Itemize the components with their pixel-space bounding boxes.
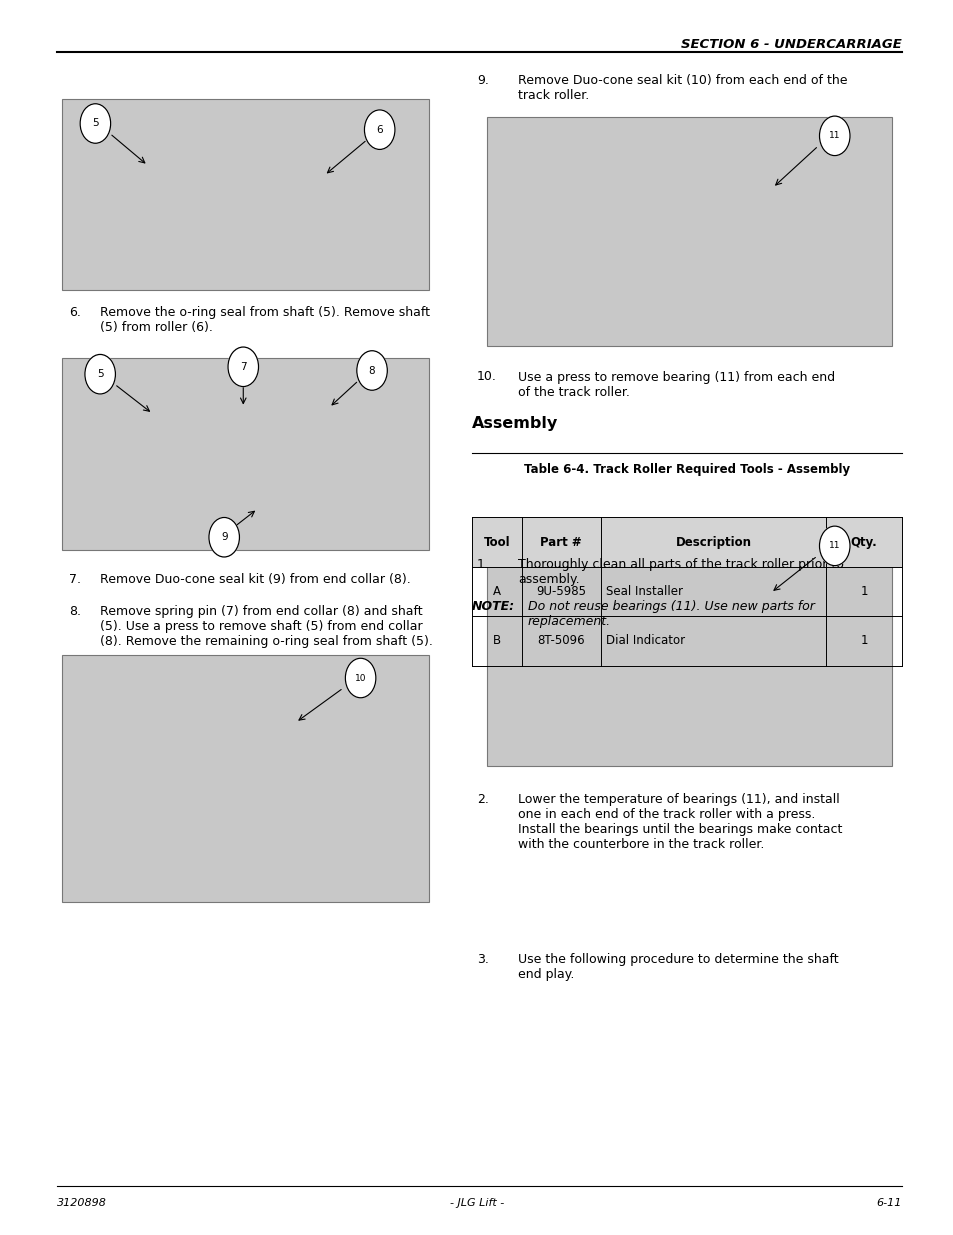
Text: 5: 5 xyxy=(97,369,103,379)
Text: 7: 7 xyxy=(240,362,246,372)
Bar xyxy=(486,525,891,766)
Text: 1: 1 xyxy=(860,635,867,647)
Circle shape xyxy=(356,351,387,390)
Text: NOTE:: NOTE: xyxy=(472,600,515,614)
Bar xyxy=(486,117,891,346)
Text: Assembly: Assembly xyxy=(472,416,558,431)
Text: Thoroughly clean all parts of the track roller prior to
assembly.: Thoroughly clean all parts of the track … xyxy=(517,558,843,587)
Text: Remove the o-ring seal from shaft (5). Remove shaft
(5) from roller (6).: Remove the o-ring seal from shaft (5). R… xyxy=(100,306,430,335)
Circle shape xyxy=(345,658,375,698)
Text: Do not reuse bearings (11). Use new parts for
replacement.: Do not reuse bearings (11). Use new part… xyxy=(527,600,814,629)
Text: Tool: Tool xyxy=(483,536,510,548)
Text: B: B xyxy=(493,635,500,647)
Text: 10.: 10. xyxy=(476,370,497,384)
Text: 2.: 2. xyxy=(476,793,488,806)
Text: Table 6-4. Track Roller Required Tools - Assembly: Table 6-4. Track Roller Required Tools -… xyxy=(523,463,849,477)
Text: Use a press to remove bearing (11) from each end
of the track roller.: Use a press to remove bearing (11) from … xyxy=(517,370,834,399)
Text: Remove Duo-cone seal kit (10) from each end of the
track roller.: Remove Duo-cone seal kit (10) from each … xyxy=(517,74,846,103)
Text: 8T-5096: 8T-5096 xyxy=(537,635,584,647)
Text: Lower the temperature of bearings (11), and install
one in each end of the track: Lower the temperature of bearings (11), … xyxy=(517,793,841,851)
Text: Use the following procedure to determine the shaft
end play.: Use the following procedure to determine… xyxy=(517,953,838,982)
Text: Description: Description xyxy=(675,536,751,548)
Circle shape xyxy=(228,347,258,387)
Text: 3120898: 3120898 xyxy=(57,1198,107,1208)
Text: 1.: 1. xyxy=(476,558,488,572)
Text: Qty.: Qty. xyxy=(850,536,877,548)
Text: 11: 11 xyxy=(828,541,840,551)
Bar xyxy=(62,655,429,902)
Bar xyxy=(62,358,429,550)
Text: Seal Installer: Seal Installer xyxy=(605,585,682,598)
Bar xyxy=(472,517,901,567)
Text: 6: 6 xyxy=(376,125,382,135)
Bar xyxy=(62,99,429,290)
Text: - JLG Lift -: - JLG Lift - xyxy=(450,1198,503,1208)
Text: Part #: Part # xyxy=(540,536,581,548)
Text: 6.: 6. xyxy=(69,306,80,320)
Text: 6-11: 6-11 xyxy=(875,1198,901,1208)
Text: 10: 10 xyxy=(355,673,366,683)
Circle shape xyxy=(80,104,111,143)
Text: 1: 1 xyxy=(860,585,867,598)
Circle shape xyxy=(364,110,395,149)
Text: SECTION 6 - UNDERCARRIAGE: SECTION 6 - UNDERCARRIAGE xyxy=(680,38,901,52)
Text: 9U-5985: 9U-5985 xyxy=(536,585,586,598)
Text: Dial Indicator: Dial Indicator xyxy=(605,635,684,647)
Text: Remove spring pin (7) from end collar (8) and shaft
(5). Use a press to remove s: Remove spring pin (7) from end collar (8… xyxy=(100,605,433,648)
Text: 8: 8 xyxy=(369,366,375,375)
Text: 7.: 7. xyxy=(69,573,81,587)
Circle shape xyxy=(819,116,849,156)
Text: 9.: 9. xyxy=(476,74,488,88)
Text: 5: 5 xyxy=(92,119,98,128)
Text: 9: 9 xyxy=(221,532,227,542)
Circle shape xyxy=(819,526,849,566)
Text: 8.: 8. xyxy=(69,605,81,619)
Circle shape xyxy=(209,517,239,557)
Text: 11: 11 xyxy=(828,131,840,141)
Text: Remove Duo-cone seal kit (9) from end collar (8).: Remove Duo-cone seal kit (9) from end co… xyxy=(100,573,411,587)
Circle shape xyxy=(85,354,115,394)
Text: A: A xyxy=(493,585,500,598)
Text: 3.: 3. xyxy=(476,953,488,967)
